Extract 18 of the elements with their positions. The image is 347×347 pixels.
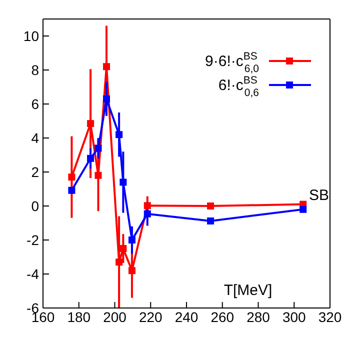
y-tick-label: 0: [31, 198, 40, 214]
x-tick-label: 200: [103, 308, 127, 325]
x-tick-label: 260: [210, 308, 234, 325]
y-tick-label: 10: [23, 28, 40, 44]
x-axis-title: T[MeV]: [224, 282, 272, 299]
annotation: SB: [308, 187, 329, 204]
x-tick-label: 300: [282, 308, 306, 325]
x-tick-label: 180: [67, 308, 91, 325]
y-tick-label: -4: [26, 266, 40, 282]
x-tick-label: 320: [318, 308, 342, 325]
y-tick-label: 6: [31, 96, 40, 112]
x-tick-label: 240: [174, 308, 198, 325]
x-tick-label: 280: [246, 308, 270, 325]
y-tick-label: 8: [31, 62, 40, 78]
y-tick-label: 4: [31, 130, 40, 146]
x-tick-label: 220: [138, 308, 163, 325]
y-tick-label: -2: [26, 232, 40, 248]
y-tick-label: 2: [31, 164, 40, 180]
